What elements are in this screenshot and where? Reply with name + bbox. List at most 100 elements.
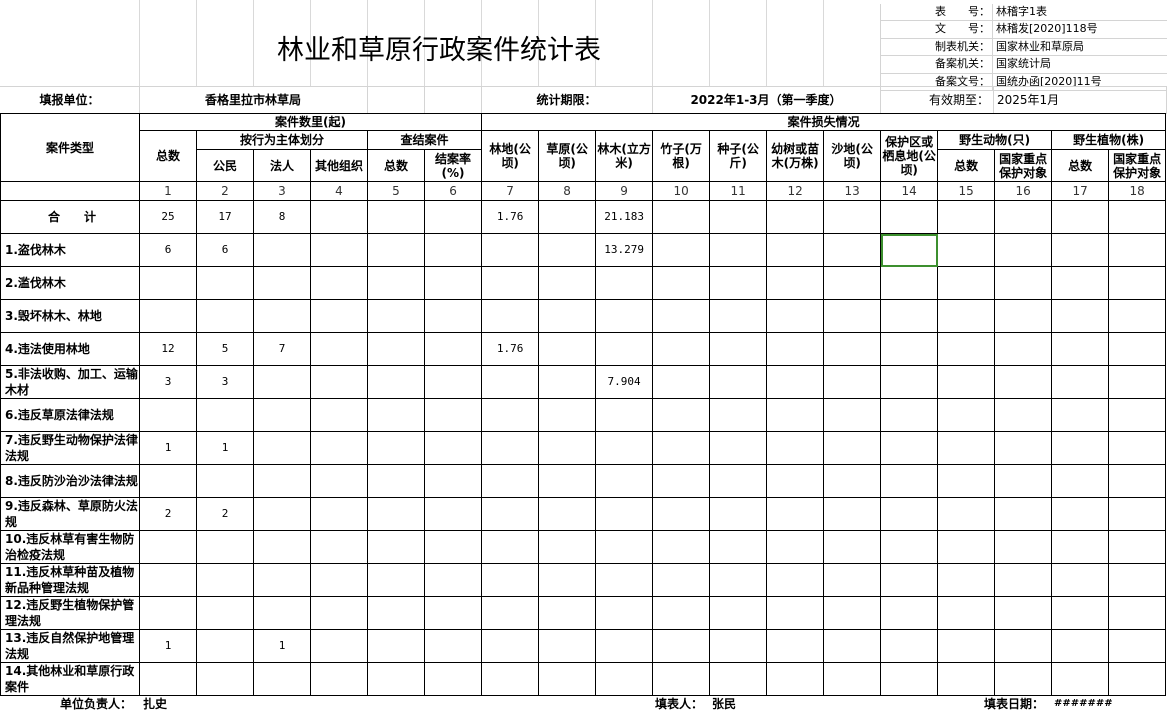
data-cell[interactable] [1108, 365, 1167, 399]
data-cell[interactable] [823, 464, 882, 498]
data-cell[interactable] [423, 266, 483, 300]
data-cell[interactable] [538, 629, 597, 663]
data-cell[interactable] [481, 530, 540, 564]
head-value[interactable]: 扎史 [143, 697, 168, 711]
data-cell[interactable] [709, 497, 768, 531]
data-cell[interactable] [709, 629, 768, 663]
data-cell[interactable] [423, 332, 483, 366]
data-cell[interactable] [1051, 299, 1110, 333]
data-cell[interactable] [709, 431, 768, 465]
column-number[interactable]: 10 [652, 181, 711, 201]
data-cell[interactable] [880, 563, 939, 597]
data-cell[interactable] [823, 629, 882, 663]
data-cell[interactable] [423, 233, 483, 267]
data-cell[interactable] [709, 398, 768, 432]
data-cell[interactable] [937, 563, 996, 597]
data-cell[interactable] [367, 365, 425, 399]
data-cell[interactable] [937, 629, 996, 663]
data-cell[interactable] [709, 266, 768, 300]
data-cell[interactable] [823, 233, 882, 267]
column-number[interactable]: 11 [709, 181, 768, 201]
data-cell[interactable] [481, 233, 540, 267]
data-cell[interactable]: 25 [139, 200, 197, 234]
data-cell[interactable] [766, 596, 825, 630]
column-number[interactable]: 17 [1051, 181, 1110, 201]
info-value[interactable]: 林稽字1表 [996, 5, 1047, 18]
data-cell[interactable] [367, 662, 425, 696]
data-cell[interactable] [994, 431, 1053, 465]
data-cell[interactable] [1108, 662, 1167, 696]
total-header[interactable]: 总数 [139, 130, 197, 182]
data-cell[interactable] [310, 629, 368, 663]
data-cell[interactable]: 7 [253, 332, 311, 366]
data-cell[interactable]: 21.183 [595, 200, 654, 234]
data-cell[interactable]: 2 [139, 497, 197, 531]
empty-cell[interactable] [424, 87, 482, 114]
data-cell[interactable]: 5 [196, 332, 254, 366]
data-cell[interactable] [937, 497, 996, 531]
data-cell[interactable] [481, 431, 540, 465]
data-cell[interactable] [766, 629, 825, 663]
data-cell[interactable] [538, 299, 597, 333]
data-cell[interactable] [595, 596, 654, 630]
case-type-label[interactable]: 8.违反防沙治沙法律法规 [0, 464, 140, 498]
wa-key-header[interactable]: 国家重点保护对象 [994, 149, 1053, 182]
data-cell[interactable] [652, 464, 711, 498]
data-cell[interactable] [595, 332, 654, 366]
data-cell[interactable] [766, 662, 825, 696]
data-cell[interactable] [823, 563, 882, 597]
wp-key-header[interactable]: 国家重点保护对象 [1108, 149, 1167, 182]
data-cell[interactable]: 2 [196, 497, 254, 531]
data-cell[interactable] [595, 299, 654, 333]
data-cell[interactable] [766, 563, 825, 597]
column-number[interactable]: 4 [310, 181, 368, 201]
data-cell[interactable] [538, 398, 597, 432]
data-cell[interactable]: 3 [196, 365, 254, 399]
data-cell[interactable] [880, 530, 939, 564]
column-number[interactable]: 2 [196, 181, 254, 201]
data-cell[interactable]: 6 [196, 233, 254, 267]
legal-header[interactable]: 法人 [253, 149, 311, 182]
data-cell[interactable] [310, 662, 368, 696]
data-cell[interactable] [253, 398, 311, 432]
data-cell[interactable] [709, 596, 768, 630]
data-cell[interactable] [423, 563, 483, 597]
column-number[interactable]: 16 [994, 181, 1053, 201]
info-value[interactable]: 国统办函[2020]11号 [996, 74, 1102, 88]
data-cell[interactable] [994, 365, 1053, 399]
data-cell[interactable] [1051, 398, 1110, 432]
wild-animals-header[interactable]: 野生动物(只) [937, 130, 1053, 150]
data-cell[interactable] [310, 233, 368, 267]
case-type-label[interactable]: 14.其他林业和草原行政案件 [0, 662, 140, 696]
data-cell[interactable] [481, 563, 540, 597]
closed-total-header[interactable]: 总数 [367, 149, 425, 182]
unit-value[interactable]: 香格里拉市林草局 [139, 87, 368, 114]
data-cell[interactable] [823, 398, 882, 432]
data-cell[interactable] [310, 431, 368, 465]
data-cell[interactable] [196, 596, 254, 630]
data-cell[interactable] [538, 266, 597, 300]
data-cell[interactable] [367, 299, 425, 333]
valid-label[interactable]: 有效期至： [880, 87, 994, 114]
wild-plants-header[interactable]: 野生植物(株) [1051, 130, 1167, 150]
case-type-label[interactable]: 1.盗伐林木 [0, 233, 140, 267]
case-loss-header[interactable]: 案件损失情况 [481, 113, 1167, 131]
data-cell[interactable] [481, 266, 540, 300]
data-cell[interactable] [880, 629, 939, 663]
wa-total-header[interactable]: 总数 [937, 149, 996, 182]
selected-cell[interactable] [880, 233, 939, 267]
data-cell[interactable] [253, 530, 311, 564]
case-type-label[interactable]: 6.违反草原法律法规 [0, 398, 140, 432]
data-cell[interactable] [1108, 266, 1167, 300]
filler-label[interactable]: 填表人： [655, 697, 704, 711]
head-label[interactable]: 单位负责人： [60, 697, 133, 711]
data-cell[interactable] [538, 365, 597, 399]
data-cell[interactable] [538, 431, 597, 465]
data-cell[interactable] [538, 332, 597, 366]
column-number[interactable]: 8 [538, 181, 597, 201]
data-cell[interactable] [310, 299, 368, 333]
data-cell[interactable] [994, 200, 1053, 234]
data-cell[interactable] [139, 299, 197, 333]
data-cell[interactable] [1108, 299, 1167, 333]
column-number[interactable]: 6 [423, 181, 483, 201]
